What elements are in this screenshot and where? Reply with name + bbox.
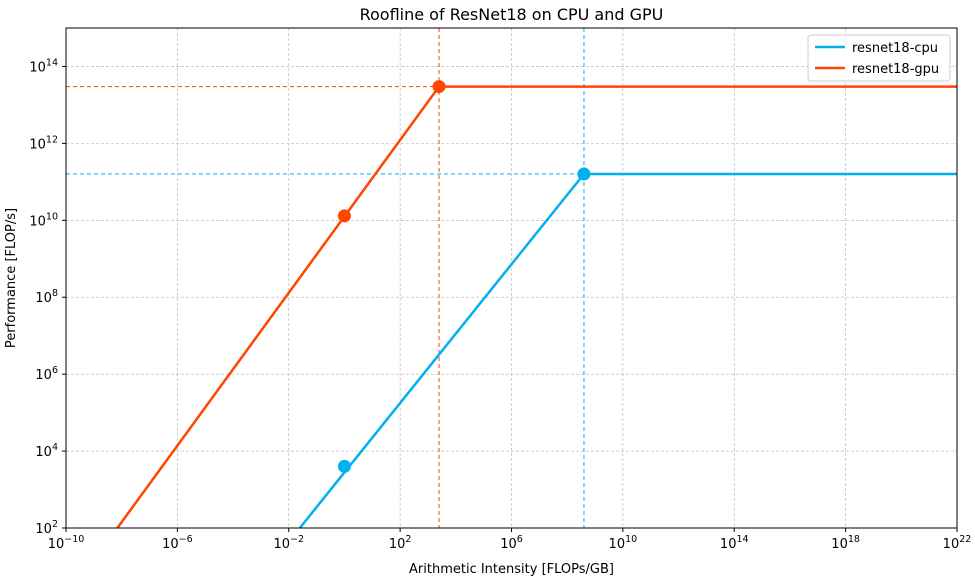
y-axis-label: Performance [FLOP/s] — [4, 208, 19, 348]
x-tick-label: 10−2 — [273, 534, 304, 552]
x-tick-label: 1014 — [720, 534, 749, 552]
y-tick-label: 102 — [35, 519, 58, 537]
legend-label-cpu: resnet18-cpu — [852, 41, 938, 56]
marker-cpu — [577, 167, 591, 181]
x-axis-ticks: 10−10 10−6 10−2 102 106 1010 1014 1018 1022 — [48, 528, 972, 552]
marker-cpu — [337, 459, 351, 473]
series-layer — [116, 80, 957, 529]
y-tick-label: 108 — [35, 288, 58, 306]
y-tick-label: 1012 — [29, 134, 58, 152]
x-tick-label: 1018 — [831, 534, 860, 552]
x-axis-label: Arithmetic Intensity [FLOPs/GB] — [409, 562, 614, 576]
y-tick-label: 1014 — [29, 57, 58, 75]
y-tick-label: 106 — [35, 365, 58, 383]
x-tick-label: 1022 — [943, 534, 972, 552]
y-tick-label: 1010 — [29, 211, 58, 229]
marker-gpu — [432, 80, 446, 94]
legend: resnet18-cpu resnet18-gpu — [807, 34, 951, 82]
series-line-gpu — [116, 85, 957, 529]
x-tick-label: 10−6 — [162, 534, 193, 552]
legend-label-gpu: resnet18-gpu — [852, 62, 939, 77]
x-tick-label: 106 — [500, 534, 523, 552]
x-tick-label: 10−10 — [48, 534, 85, 552]
marker-gpu — [337, 209, 351, 223]
chart-title: Roofline of ResNet18 on CPU and GPU — [360, 5, 664, 24]
y-tick-label: 104 — [35, 442, 58, 460]
x-tick-label: 1010 — [609, 534, 638, 552]
series-line-cpu — [298, 172, 957, 529]
y-axis-ticks: 102 104 106 108 1010 1012 1014 — [29, 57, 66, 537]
grid — [65, 28, 958, 529]
x-tick-label: 102 — [389, 534, 412, 552]
